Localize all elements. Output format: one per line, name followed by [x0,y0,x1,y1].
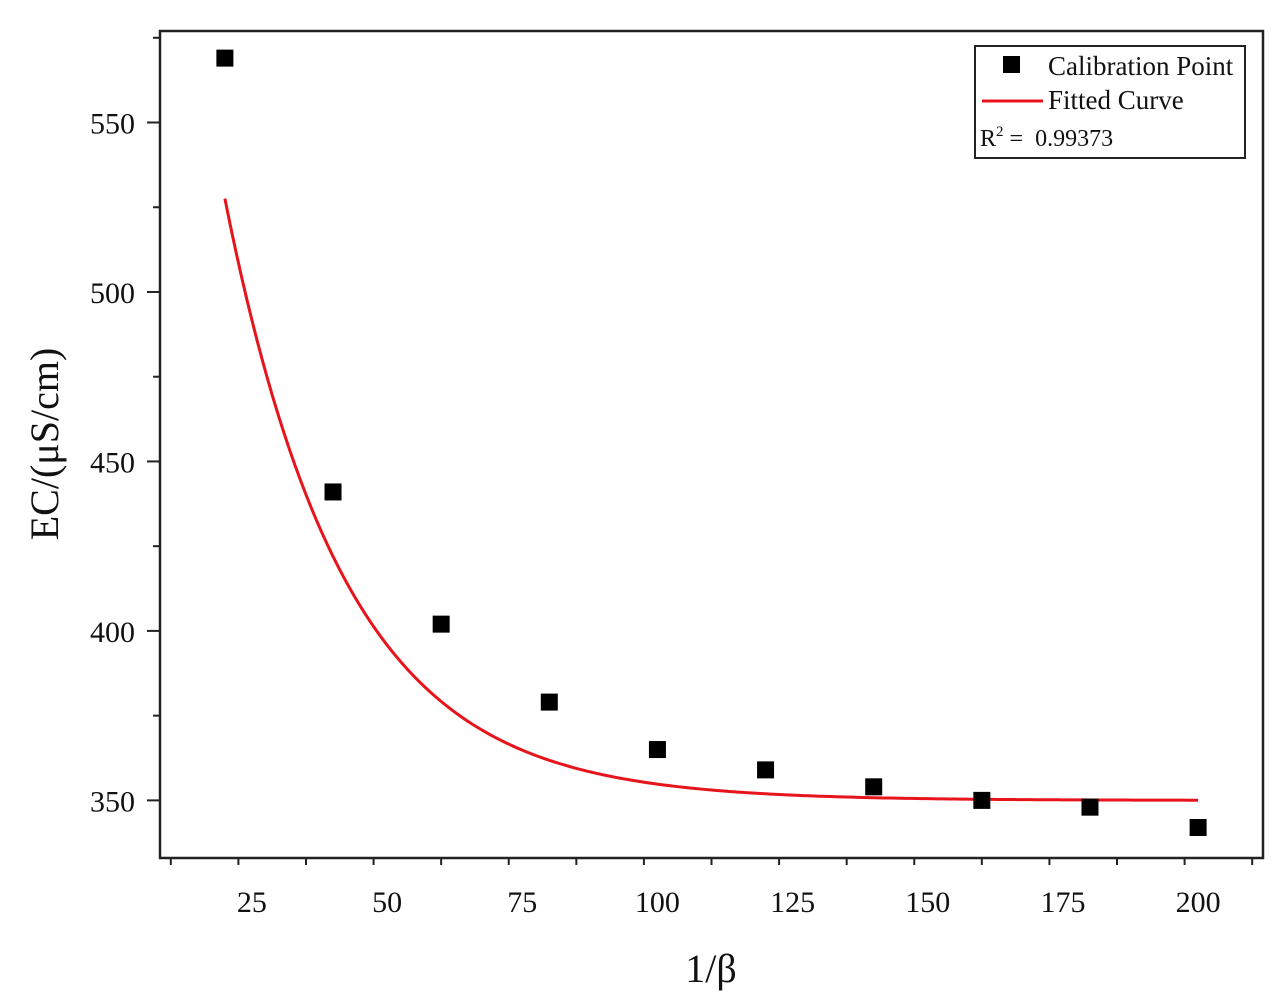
legend-label-calibration: Calibration Point [1048,51,1234,81]
x-tick-label: 100 [635,886,680,919]
y-tick-label: 400 [90,616,135,649]
y-tick-label: 350 [90,785,135,818]
x-tick-label: 50 [372,886,402,919]
calibration-point [648,741,666,759]
x-axis-title: 1/β [685,946,736,991]
calibration-points [216,49,1207,836]
calibration-point [216,49,234,67]
x-axis: 25 50 75 100 125 150 175 200 [169,858,1254,919]
y-tick-label: 550 [90,108,135,141]
x-tick-label: 75 [507,886,537,919]
calibration-point [432,615,450,633]
legend: Calibration Point Fitted Curve R2 = 0.9937… [974,45,1246,159]
legend-marker-square [1003,56,1020,73]
legend-label-fitted: Fitted Curve [1048,85,1184,115]
y-axis: 350 400 450 500 550 [90,36,160,818]
x-tick-label: 125 [770,886,815,919]
calibration-point [324,483,342,501]
calibration-point [973,791,991,809]
y-axis-title: EC/(μS/cm) [22,348,67,541]
calibration-point [540,693,558,711]
x-tick-label: 25 [237,886,267,919]
fitted-curve-line [223,198,1199,802]
x-tick-label: 200 [1176,886,1221,919]
y-tick-label: 450 [90,446,135,479]
calibration-point [757,761,775,779]
calibration-point [1081,798,1099,816]
y-tick-label: 500 [90,277,135,310]
calibration-point [1189,818,1207,836]
x-tick-label: 150 [905,886,950,919]
x-tick-label: 175 [1040,886,1085,919]
calibration-point [865,778,883,796]
r-squared-annotation: R2 = 0.99373 [980,124,1113,152]
